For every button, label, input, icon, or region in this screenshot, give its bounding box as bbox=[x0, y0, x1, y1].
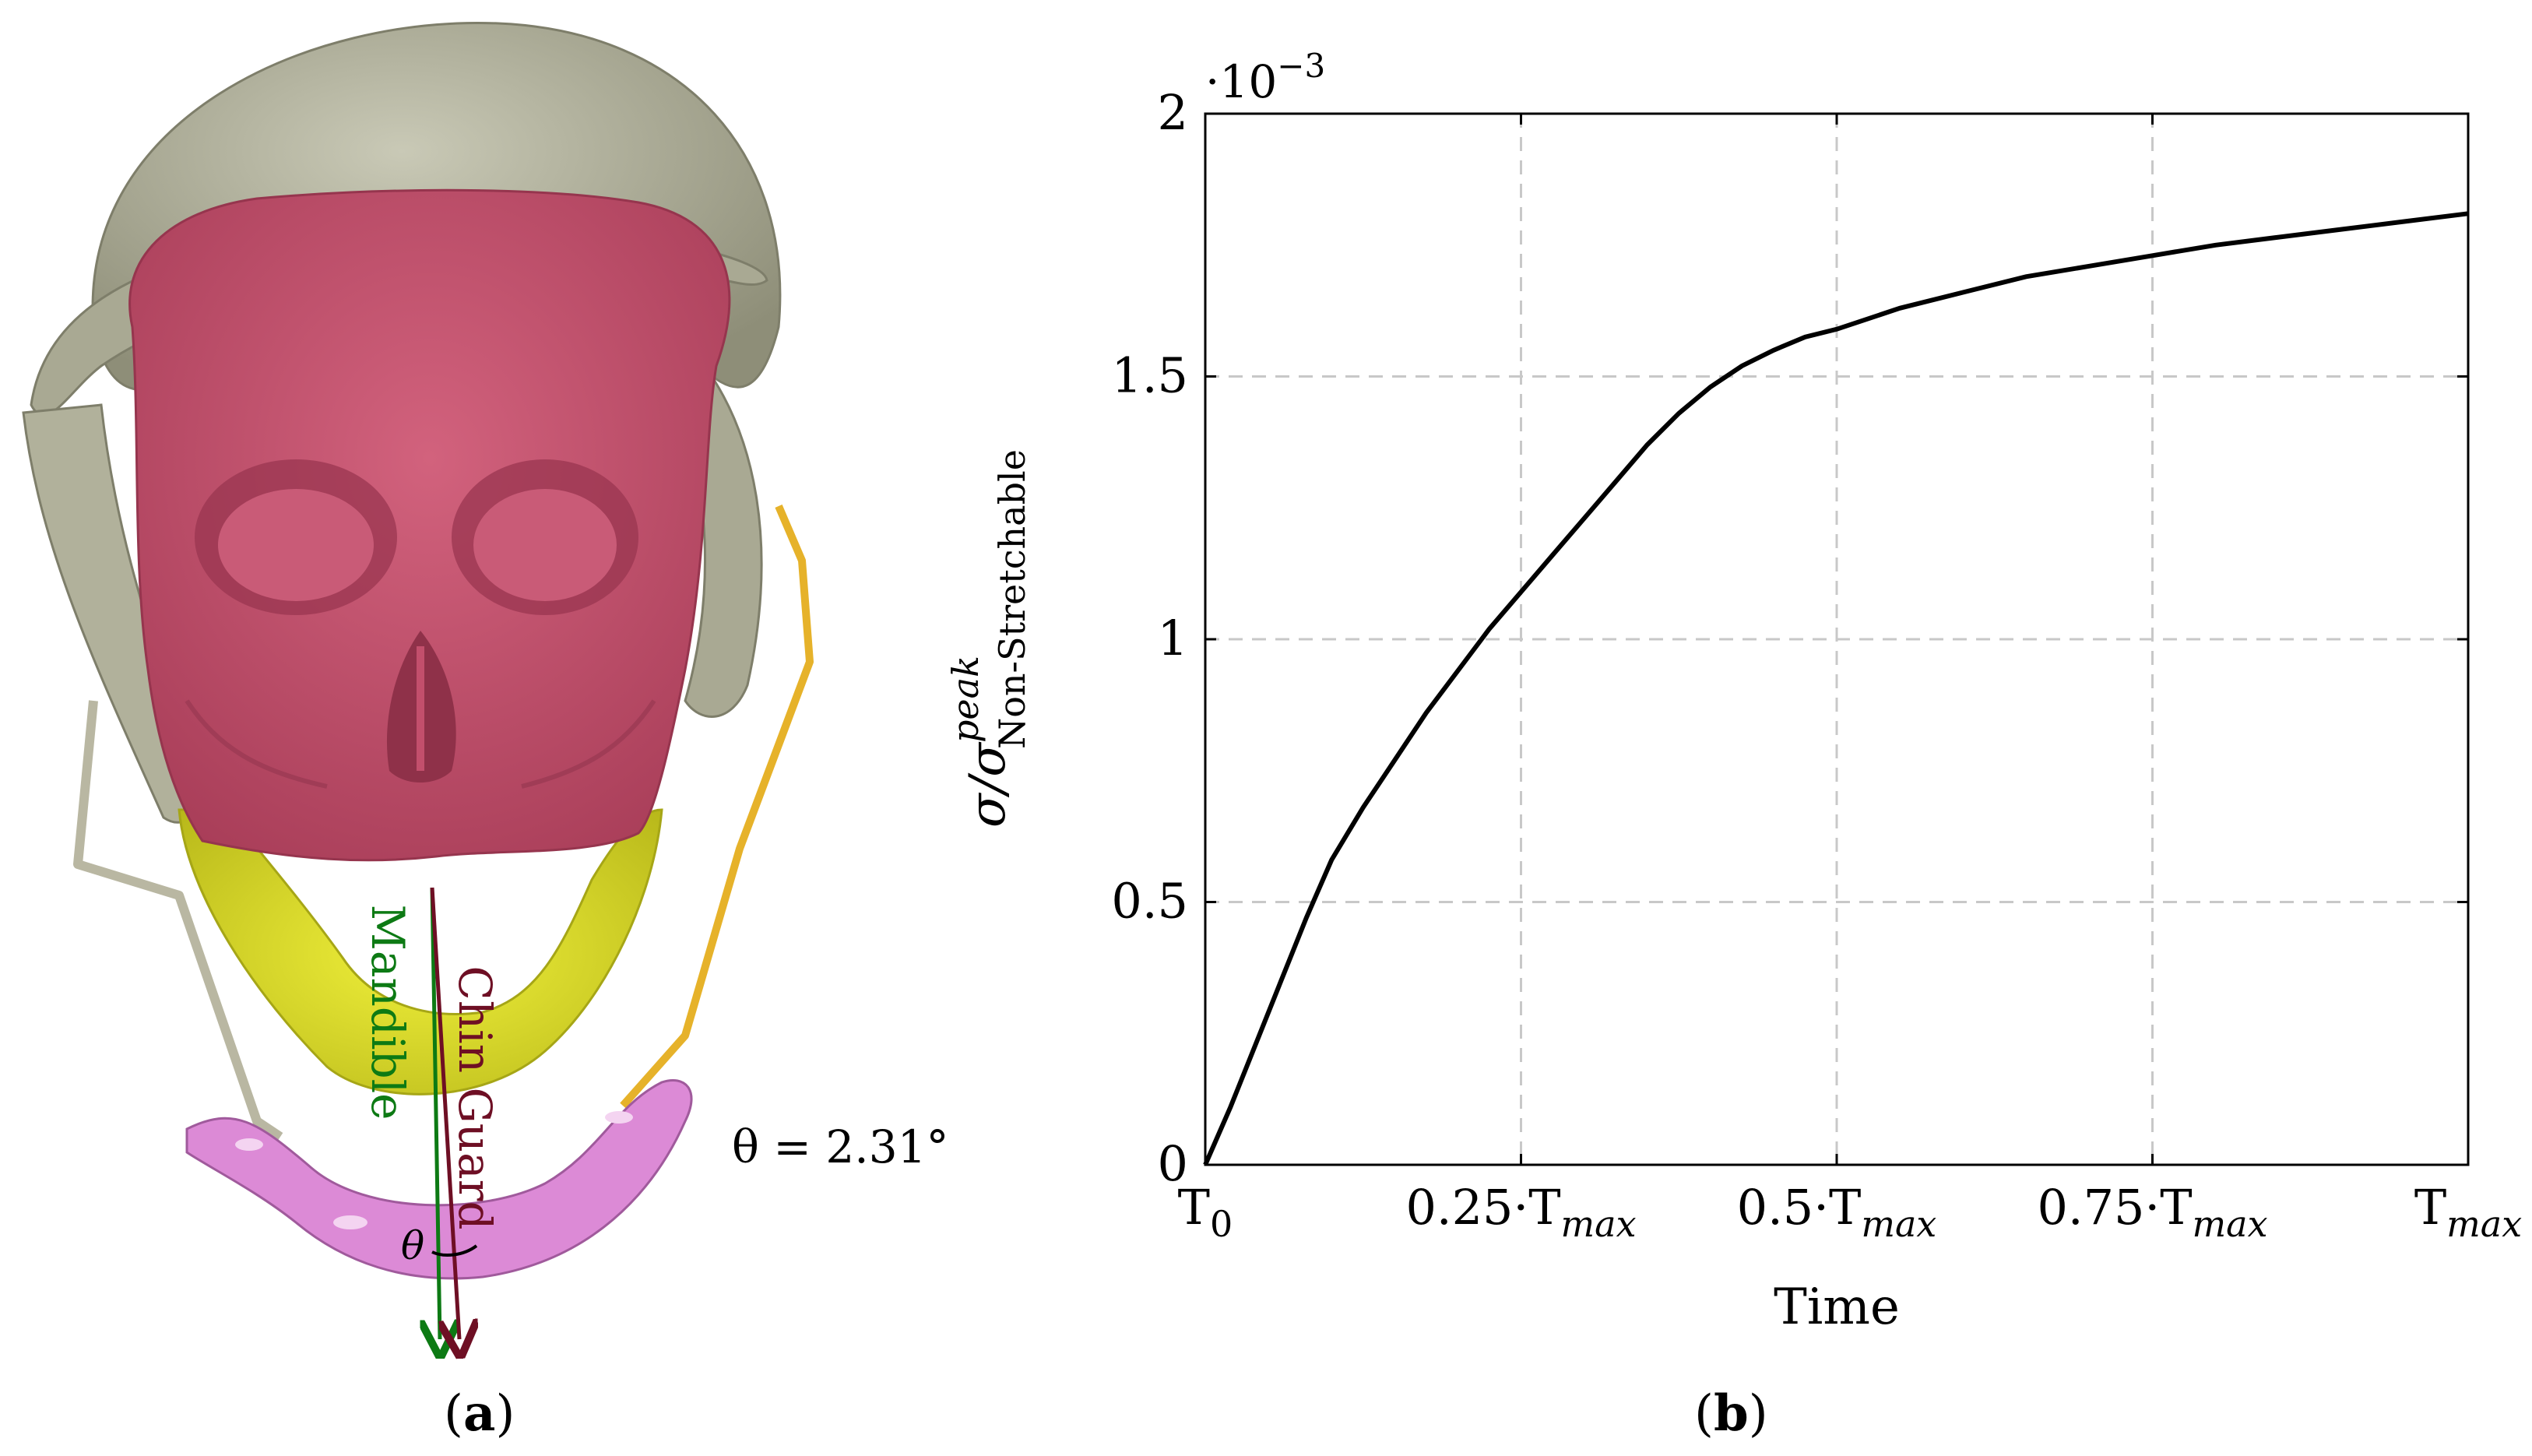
y-tick-label: 1.5 bbox=[1111, 347, 1188, 404]
right-eye-inner bbox=[473, 489, 617, 601]
panel-label-b-letter: b bbox=[1713, 1384, 1749, 1443]
x-tick-label: T0 bbox=[1178, 1179, 1233, 1245]
y-multiplier: ·10−3 bbox=[1205, 47, 1325, 108]
x-axis-label: Time bbox=[1774, 1278, 1900, 1336]
chin-guard-shape bbox=[185, 1078, 693, 1280]
chin-guard-hole-right bbox=[605, 1111, 633, 1124]
left-eye-inner bbox=[218, 489, 374, 601]
skull-shape bbox=[128, 188, 731, 862]
chinguard-arrow bbox=[430, 887, 459, 1339]
y-tick-label: 2 bbox=[1158, 84, 1188, 141]
y-label-sup: peak bbox=[944, 656, 986, 743]
panel-b-chart: 0 0.5 1 1.5 2 T0 0.25·Tmax 0.5·Tmax 0.75·Tmax Tma… bbox=[944, 47, 2522, 1336]
chin-guard-hole-left bbox=[235, 1138, 263, 1151]
mandible-arrow-label: Mandible bbox=[361, 904, 414, 1120]
y-tick-label: 0 bbox=[1158, 1135, 1188, 1192]
theta-annotation: θ = 2.31° bbox=[732, 1120, 949, 1173]
theta-arc bbox=[431, 1244, 478, 1257]
x-tick-label: 0.75·Tmax bbox=[2037, 1179, 2267, 1245]
y-multiplier-exponent: −3 bbox=[1277, 47, 1325, 85]
y-axis-label: σ/σpeak Non-Stretchable bbox=[944, 449, 1033, 828]
panel-a-model: Mandible Chin Guard θ θ = 2.31° bbox=[22, 21, 949, 1339]
strap-right bbox=[620, 505, 814, 1109]
y-label-sub: Non-Stretchable bbox=[991, 449, 1033, 749]
x-tick-label: 0.5·Tmax bbox=[1737, 1179, 1937, 1245]
y-label-main: σ/σ bbox=[959, 741, 1017, 828]
y-tick-label: 1 bbox=[1158, 610, 1188, 666]
strap-left bbox=[73, 700, 283, 1141]
y-tick-label: 0.5 bbox=[1111, 873, 1188, 930]
theta-symbol: θ bbox=[401, 1223, 424, 1268]
grid-layer bbox=[1205, 114, 2468, 1165]
cheek-line-right bbox=[521, 699, 656, 789]
chinguard-arrow-label: Chin Guard bbox=[448, 965, 501, 1229]
panel-label-b: (b) bbox=[1694, 1384, 1768, 1443]
x-tick-label: 0.25·Tmax bbox=[1405, 1179, 1636, 1245]
series-line bbox=[1203, 211, 2469, 1166]
panel-label-a-letter: a bbox=[462, 1384, 496, 1443]
mandible-shape bbox=[178, 808, 663, 1096]
x-tick-label: Tmax bbox=[2414, 1179, 2522, 1245]
chin-guard-hole-mid bbox=[333, 1215, 367, 1229]
panel-label-a: (a) bbox=[444, 1384, 515, 1443]
tick-layer: 0 0.5 1 1.5 2 T0 0.25·Tmax 0.5·Tmax 0.75·Tmax Tma… bbox=[1111, 84, 2522, 1245]
mandible-arrow bbox=[432, 887, 440, 1339]
cheek-line-left bbox=[185, 699, 328, 789]
